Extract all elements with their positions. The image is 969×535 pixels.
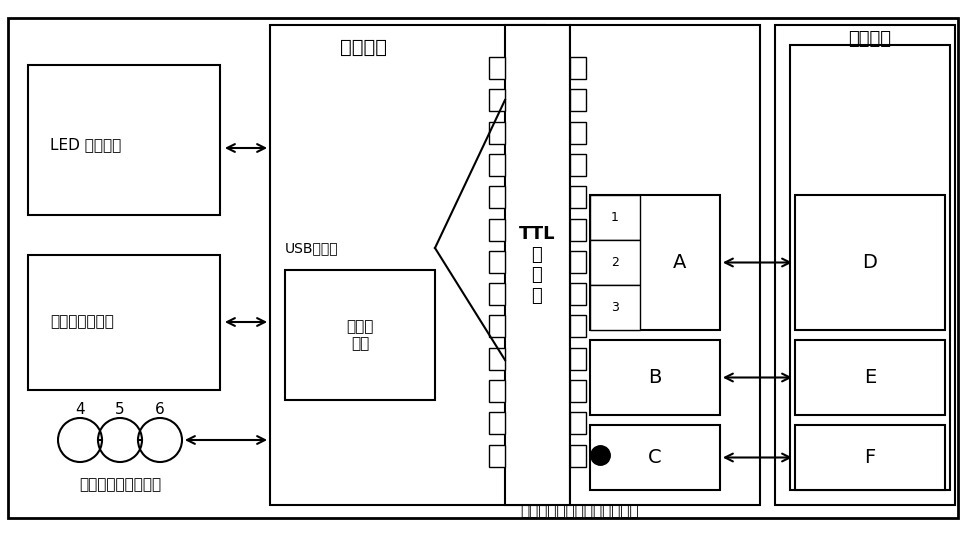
- Bar: [285, 270, 434, 400]
- Bar: [570, 283, 585, 305]
- Bar: [488, 283, 505, 305]
- Text: LED 显示模块: LED 显示模块: [50, 137, 121, 152]
- Bar: [28, 255, 220, 390]
- Bar: [505, 25, 570, 505]
- Text: C: C: [647, 448, 661, 467]
- Bar: [589, 425, 719, 490]
- Bar: [570, 121, 585, 143]
- Text: 3: 3: [610, 301, 618, 314]
- Bar: [488, 218, 505, 241]
- Bar: [488, 89, 505, 111]
- Bar: [488, 412, 505, 434]
- Text: 6: 6: [155, 402, 165, 417]
- Bar: [774, 25, 954, 505]
- Text: 硬盘状态电指示灯组: 硬盘状态电指示灯组: [78, 478, 161, 493]
- Bar: [570, 218, 585, 241]
- Text: 1: 1: [610, 211, 618, 224]
- Bar: [570, 348, 585, 370]
- Text: USB接线位: USB接线位: [285, 241, 338, 255]
- Text: 5: 5: [115, 402, 125, 417]
- Bar: [488, 316, 505, 338]
- Bar: [589, 285, 640, 330]
- Text: 小键盘输入模块: 小键盘输入模块: [50, 315, 113, 330]
- Bar: [789, 45, 949, 490]
- Bar: [570, 380, 585, 402]
- Text: 希捷硬盘: 希捷硬盘: [848, 30, 891, 48]
- Bar: [570, 25, 760, 505]
- Bar: [589, 195, 719, 330]
- Bar: [488, 154, 505, 176]
- Text: 4: 4: [76, 402, 84, 417]
- Bar: [570, 57, 585, 79]
- Bar: [570, 251, 585, 273]
- Bar: [28, 65, 220, 215]
- Bar: [795, 340, 944, 415]
- Bar: [488, 445, 505, 467]
- Bar: [570, 445, 585, 467]
- Bar: [269, 25, 545, 505]
- Bar: [795, 195, 944, 330]
- Bar: [570, 186, 585, 208]
- Bar: [488, 121, 505, 143]
- Bar: [488, 251, 505, 273]
- Text: E: E: [863, 368, 875, 387]
- Text: 控制主板: 控制主板: [340, 38, 387, 57]
- Text: TTL
主
芯
片: TTL 主 芯 片: [518, 225, 554, 305]
- Text: 中央处
理器: 中央处 理器: [346, 319, 373, 351]
- Text: 一种希捷硬盘电路板检测设备: 一种希捷硬盘电路板检测设备: [520, 503, 639, 518]
- Bar: [589, 195, 640, 240]
- Bar: [589, 240, 640, 285]
- Text: 2: 2: [610, 256, 618, 269]
- Bar: [488, 186, 505, 208]
- Bar: [570, 89, 585, 111]
- Bar: [488, 380, 505, 402]
- Bar: [570, 412, 585, 434]
- Text: B: B: [647, 368, 661, 387]
- Bar: [795, 425, 944, 490]
- Text: F: F: [863, 448, 875, 467]
- Bar: [488, 57, 505, 79]
- Bar: [570, 154, 585, 176]
- Bar: [589, 340, 719, 415]
- Bar: [488, 348, 505, 370]
- Text: D: D: [861, 253, 877, 272]
- Bar: [570, 316, 585, 338]
- Text: A: A: [672, 253, 686, 272]
